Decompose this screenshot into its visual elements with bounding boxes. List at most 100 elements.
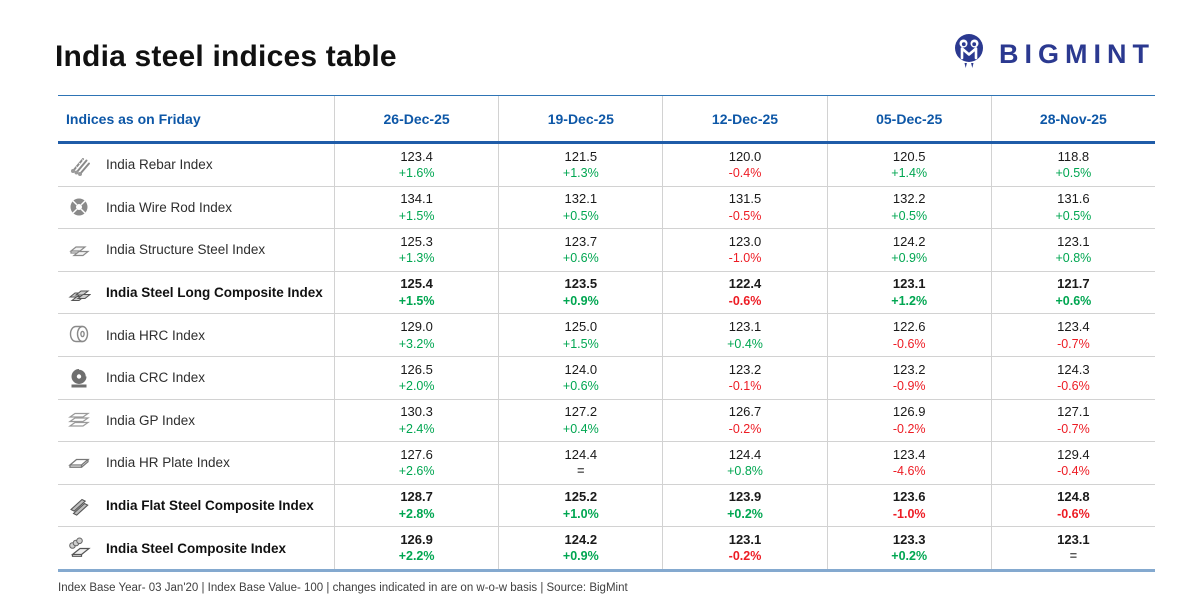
index-value: 122.4 (728, 276, 762, 292)
table-body: India Rebar Index 123.4 +1.6% 121.5 +1.3% … (58, 144, 1155, 572)
index-name: India Structure Steel Index (106, 242, 266, 258)
index-value: 126.7 (728, 404, 762, 420)
column-header-date-3: 12-Dec-25 (662, 96, 826, 141)
page-title: India steel indices table (55, 40, 397, 73)
wow-change: -0.7% (1057, 336, 1090, 351)
bigmint-logo-text: BIGMINT (999, 39, 1155, 69)
index-value: 118.8 (1057, 148, 1090, 164)
index-name: India Steel Long Composite Index (106, 285, 323, 301)
table-row: India Structure Steel Index 125.3 +1.3% 1… (58, 229, 1155, 272)
gp-sheets-icon (66, 407, 92, 433)
index-value: 131.6 (1057, 191, 1090, 207)
index-value: 120.0 (728, 148, 762, 164)
wow-change: +0.2% (891, 549, 928, 564)
wow-change: +1.5% (398, 293, 435, 308)
wow-change: +0.2% (727, 506, 763, 521)
crc-coil-icon (66, 365, 92, 391)
wow-change: +1.5% (562, 336, 599, 351)
index-value: 125.2 (564, 489, 598, 505)
index-name: India GP Index (106, 412, 196, 428)
index-value: 128.7 (400, 489, 433, 505)
wow-change: +0.8% (727, 464, 763, 479)
wow-change: +0.4% (727, 336, 763, 351)
index-value: 124.0 (564, 361, 598, 377)
masthead: India steel indices table BIGMINT (0, 0, 1200, 79)
wow-change: -1.0% (728, 251, 762, 266)
wow-change: +2.8% (398, 506, 435, 521)
index-name: India Rebar Index (106, 157, 213, 173)
index-name: India HRC Index (106, 327, 206, 343)
wow-change: +3.2% (398, 336, 435, 351)
index-value: 125.4 (400, 276, 433, 292)
index-value: 120.5 (892, 148, 926, 164)
structure-steel-icon (66, 237, 92, 263)
index-value: 132.1 (564, 191, 598, 207)
wow-change: -0.7% (1057, 421, 1090, 436)
table-row: India Flat Steel Composite Index 128.7 +2… (58, 484, 1155, 528)
wow-change: -0.1% (728, 379, 762, 394)
index-value: 124.8 (1057, 489, 1090, 505)
wow-change: -0.2% (728, 421, 762, 436)
index-value: 123.1 (1057, 531, 1090, 547)
index-value: 123.1 (892, 276, 926, 292)
index-value: 123.2 (892, 361, 926, 377)
wow-change: +0.5% (1055, 166, 1092, 181)
wow-change: +2.4% (398, 421, 435, 436)
index-value: 127.1 (1057, 404, 1090, 420)
index-value: 129.4 (1057, 446, 1090, 462)
column-header-date-5: 28-Nov-25 (990, 96, 1155, 141)
column-header-date-4: 05-Dec-25 (826, 96, 991, 141)
wow-change: +0.8% (1055, 251, 1092, 266)
table-row: India Steel Long Composite Index 125.4 +1… (58, 271, 1155, 315)
index-value: 129.0 (400, 318, 433, 334)
wow-change: -0.4% (1057, 464, 1090, 479)
wire-rod-coil-icon (66, 194, 92, 220)
table-row: India GP Index 130.3 +2.4% 127.2 +0.4% 126… (58, 399, 1155, 443)
wow-change: -0.5% (728, 208, 762, 223)
index-value: 124.3 (1057, 361, 1090, 377)
wow-change: +0.6% (562, 379, 599, 394)
index-value: 132.2 (892, 191, 926, 207)
index-value: 134.1 (400, 191, 433, 207)
wow-change: = (577, 464, 585, 479)
wow-change: +1.3% (398, 251, 435, 266)
wow-change: +0.9% (891, 251, 928, 266)
wow-change: +0.6% (1055, 293, 1092, 308)
long-steel-stack-icon (66, 280, 92, 306)
index-value: 123.3 (892, 531, 926, 547)
index-value: 123.4 (892, 446, 926, 462)
wow-change: +2.0% (398, 379, 435, 394)
wow-change: +0.5% (1055, 208, 1092, 223)
index-value: 123.2 (728, 361, 762, 377)
wow-change: -0.6% (728, 293, 762, 308)
wow-change: +1.4% (891, 166, 928, 181)
index-value: 123.1 (728, 318, 762, 334)
table-header-row: Indices as on Friday 26-Dec-25 19-Dec-25… (58, 95, 1155, 144)
index-value: 124.4 (728, 446, 762, 462)
wow-change: +0.4% (562, 421, 599, 436)
index-value: 122.6 (892, 318, 926, 334)
index-name: India HR Plate Index (106, 455, 230, 471)
wow-change: +1.6% (398, 166, 435, 181)
footnote: Index Base Year- 03 Jan'20 | Index Base … (58, 581, 628, 594)
wow-change: +1.2% (891, 293, 928, 308)
wow-change: +0.9% (562, 549, 599, 564)
index-value: 123.7 (564, 233, 598, 249)
column-header-date-2: 19-Dec-25 (498, 96, 662, 141)
index-value: 123.5 (564, 276, 598, 292)
index-value: 126.5 (400, 361, 433, 377)
hr-plate-icon (66, 450, 92, 476)
wow-change: +1.3% (562, 166, 599, 181)
column-header-date-1: 26-Dec-25 (334, 96, 498, 141)
wow-change: +2.2% (398, 549, 435, 564)
index-value: 124.2 (892, 233, 926, 249)
index-value: 125.0 (564, 318, 598, 334)
wow-change: +0.9% (562, 293, 599, 308)
table-row: India HR Plate Index 127.6 +2.6% 124.4 = 1… (58, 442, 1155, 485)
index-value: 123.4 (1057, 318, 1090, 334)
table-row: India Rebar Index 123.4 +1.6% 121.5 +1.3% … (58, 144, 1155, 187)
index-name: India Flat Steel Composite Index (106, 498, 314, 514)
steel-composite-icon (66, 535, 92, 561)
table-header-label: Indices as on Friday (66, 110, 201, 127)
index-value: 123.4 (400, 148, 433, 164)
